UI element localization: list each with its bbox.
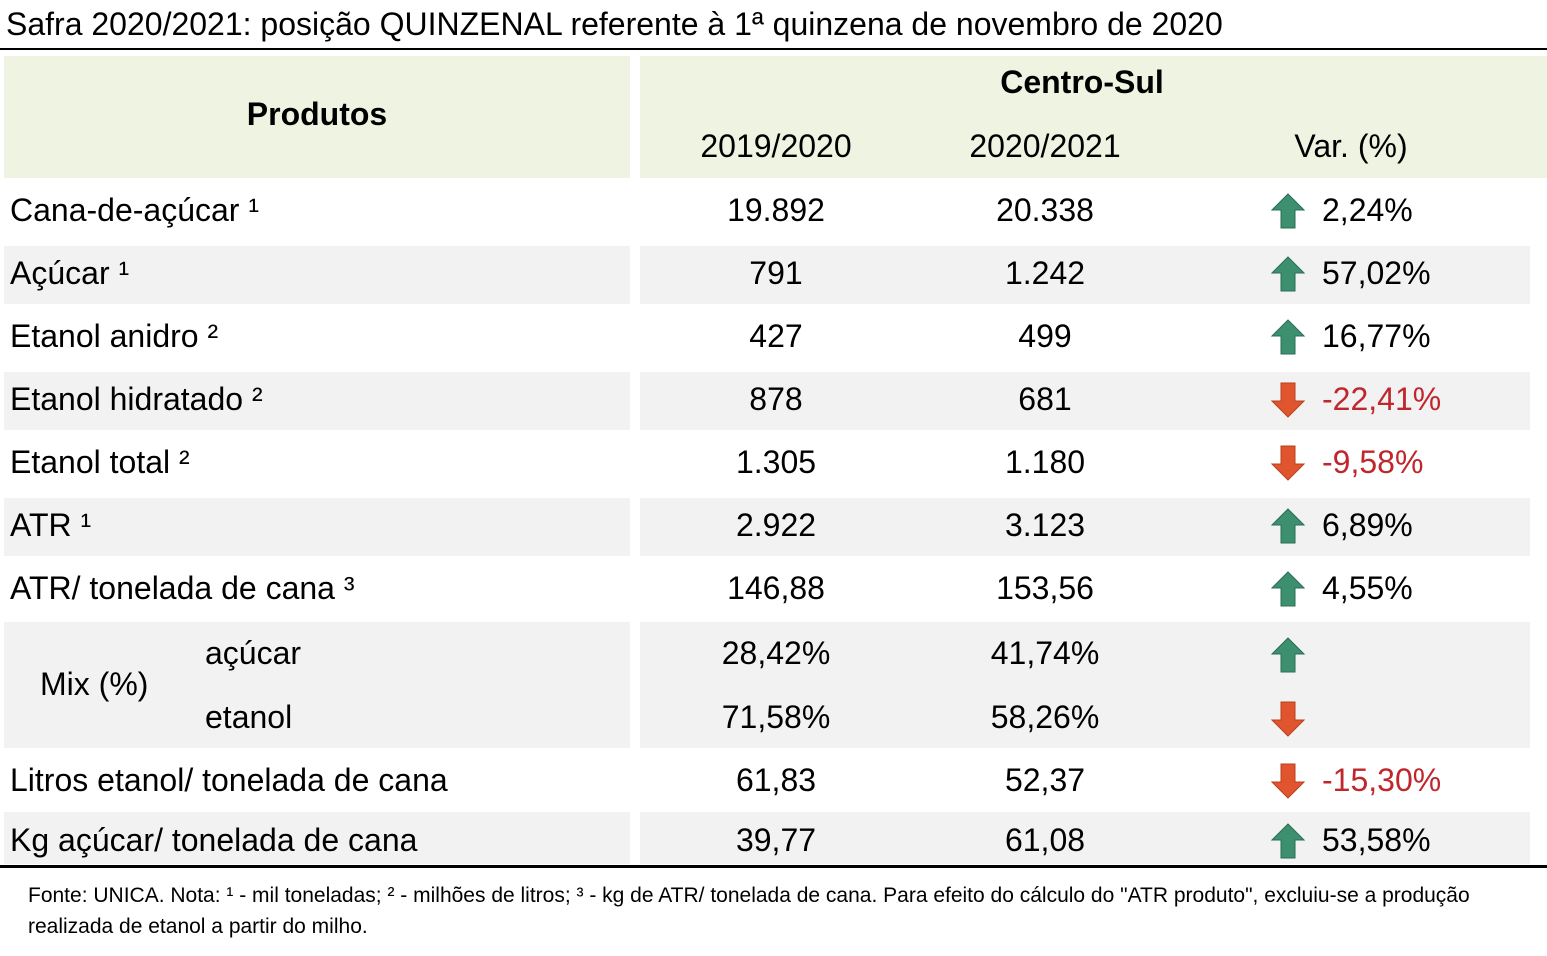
arrow-down-icon (1270, 382, 1306, 418)
row-value-2020-2021: 499 (1018, 318, 1072, 354)
row-value-2019-2020: 39,77 (735, 822, 817, 858)
mix-acucar-2020-2021: 41,74% (990, 635, 1100, 671)
row-value-2020-2021: 681 (1018, 381, 1072, 417)
header-centro-sul-cell (640, 56, 1547, 178)
row-value-2019-2020: 878 (749, 381, 803, 417)
header-col-var: Var. (%) (1294, 128, 1408, 164)
row-value-2020-2021: 3.123 (1004, 507, 1086, 543)
bottom-rule (0, 865, 1547, 868)
row-label: Etanol anidro ² (10, 318, 219, 354)
mix-etanol-2020-2021: 58,26% (990, 699, 1100, 735)
arrow-up-icon (1270, 319, 1306, 355)
header-produtos-cell (4, 56, 630, 178)
row-variation: 2,24% (1322, 192, 1413, 228)
row-variation: 16,77% (1322, 318, 1431, 354)
arrow-up-icon (1270, 823, 1306, 859)
row-shade-right (640, 812, 1530, 864)
arrow-up-icon (1270, 256, 1306, 292)
row-shade-left (4, 812, 630, 864)
row-shade-left (4, 372, 630, 430)
mix-acucar-label: açúcar (205, 635, 302, 671)
header-col-2019-2020: 2019/2020 (700, 128, 852, 164)
row-variation: 57,02% (1322, 255, 1431, 291)
row-label: ATR/ tonelada de cana ³ (10, 570, 355, 606)
row-value-2019-2020: 146,88 (727, 570, 825, 606)
row-variation: 4,55% (1322, 570, 1413, 606)
row-label: Litros etanol/ tonelada de cana (10, 762, 448, 798)
arrow-down-icon (1270, 763, 1306, 799)
arrow-up-icon (1270, 637, 1306, 673)
row-value-2020-2021: 1.242 (1004, 255, 1086, 291)
row-value-2019-2020: 2.922 (735, 507, 817, 543)
row-value-2020-2021: 153,56 (996, 570, 1094, 606)
row-variation: -15,30% (1322, 762, 1442, 798)
arrow-up-icon (1270, 508, 1306, 544)
table-title: Safra 2020/2021: posição QUINZENAL refer… (6, 6, 1223, 42)
row-value-2020-2021: 52,37 (1004, 762, 1086, 798)
header-col-2020-2021: 2020/2021 (969, 128, 1121, 164)
row-value-2020-2021: 61,08 (1004, 822, 1086, 858)
mix-shade-left (4, 622, 630, 748)
row-shade-left (4, 498, 630, 556)
footnote: Fonte: UNICA. Nota: ¹ - mil toneladas; ²… (28, 884, 1470, 938)
row-value-2019-2020: 19.892 (727, 192, 825, 228)
mix-etanol-label: etanol (205, 699, 293, 735)
row-value-2019-2020: 61,83 (735, 762, 817, 798)
row-variation: -22,41% (1322, 381, 1442, 417)
arrow-down-icon (1270, 445, 1306, 481)
row-label: Cana-de-açúcar ¹ (10, 192, 259, 228)
top-rule (0, 48, 1547, 50)
row-label: Etanol total ² (10, 444, 190, 480)
row-shade-left (4, 246, 630, 304)
mix-label: Mix (%) (40, 666, 149, 702)
row-variation: 53,58% (1322, 822, 1431, 858)
mix-etanol-2019-2020: 71,58% (721, 699, 831, 735)
row-value-2020-2021: 20.338 (996, 192, 1094, 228)
header-region: Centro-Sul (1000, 64, 1164, 100)
row-variation: -9,58% (1322, 444, 1424, 480)
arrow-up-icon (1270, 193, 1306, 229)
row-value-2019-2020: 791 (749, 255, 803, 291)
row-shade-right (640, 498, 1530, 556)
row-shade-right (640, 372, 1530, 430)
mix-shade-right (640, 622, 1530, 748)
row-label: Açúcar ¹ (10, 255, 130, 291)
row-label: ATR ¹ (10, 507, 92, 543)
header-produtos: Produtos (246, 96, 388, 132)
row-label: Etanol hidratado ² (10, 381, 263, 417)
arrow-down-icon (1270, 701, 1306, 737)
row-value-2019-2020: 427 (749, 318, 803, 354)
row-value-2019-2020: 1.305 (735, 444, 817, 480)
arrow-up-icon (1270, 571, 1306, 607)
row-value-2020-2021: 1.180 (1004, 444, 1086, 480)
row-label: Kg açúcar/ tonelada de cana (10, 822, 418, 858)
mix-acucar-2019-2020: 28,42% (721, 635, 831, 671)
row-shade-right (640, 246, 1530, 304)
row-variation: 6,89% (1322, 507, 1413, 543)
